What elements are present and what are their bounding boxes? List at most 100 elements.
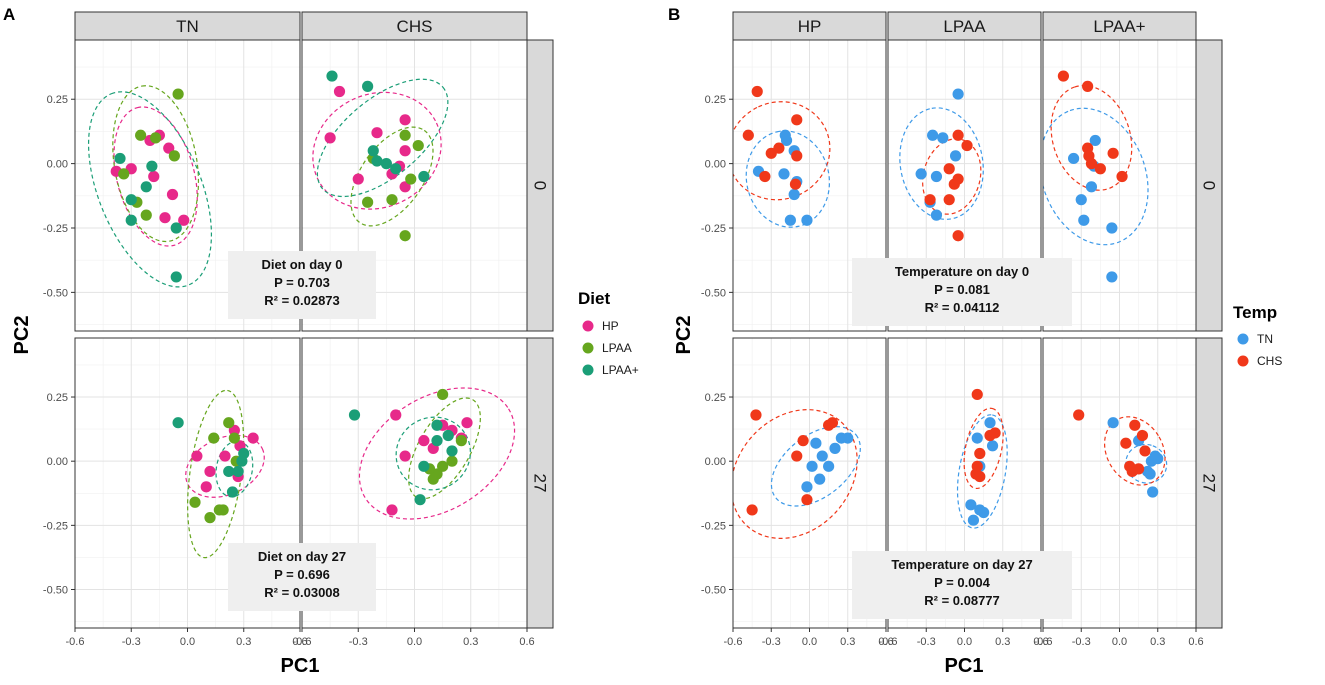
facet-content: [1073, 409, 1168, 498]
point-lpaa-plus: [223, 465, 235, 478]
panel-a-annotation-day-0: Diet on day 0 P = 0.703 R² = 0.02873: [228, 251, 376, 319]
ellipse-chs: [733, 409, 858, 539]
annotation-title: Diet on day 0: [262, 257, 343, 272]
point-hp: [148, 170, 160, 183]
annotation-r-squared: R² = 0.08777: [924, 593, 1000, 608]
y-tick-label: -0.50: [701, 287, 726, 299]
x-tick-label: 0.6: [292, 636, 307, 648]
x-tick-label: 0.0: [180, 636, 195, 648]
point-hp: [418, 435, 430, 447]
y-tick-label: -0.50: [701, 585, 726, 597]
point-tn: [784, 214, 796, 226]
facet-content: [87, 85, 213, 288]
point-lpaa-plus: [367, 145, 379, 157]
point-lpaa-plus: [226, 486, 239, 498]
annotation-p-value: P = 0.696: [274, 567, 330, 582]
ellipse-lpaa-plus: [87, 91, 213, 288]
point-tn: [801, 481, 813, 493]
point-lpaa: [228, 432, 240, 444]
panel-a-strip-label-chs: CHS: [397, 17, 433, 36]
y-tick-label: 0.25: [705, 392, 726, 404]
point-lpaa: [437, 460, 449, 472]
x-tick-label: -0.3: [122, 636, 141, 648]
point-lpaa: [140, 209, 152, 221]
panel-a-row-strip-0: [526, 39, 554, 332]
point-chs: [974, 447, 986, 460]
ellipse-chs: [1050, 84, 1133, 191]
point-chs: [759, 170, 771, 183]
point-chs: [1085, 158, 1098, 170]
legend-label-hp: HP: [602, 319, 619, 333]
y-tick-label: -0.25: [701, 223, 726, 235]
point-tn: [965, 499, 977, 511]
point-hp: [399, 114, 411, 126]
point-lpaa: [223, 417, 235, 429]
point-lpaa-plus: [431, 435, 443, 447]
y-tick-label: 0.25: [47, 392, 68, 404]
panel-b-strip-hp: [732, 11, 887, 41]
annotation-p-value: P = 0.703: [274, 275, 330, 290]
panel-b-row-strip-label-27: 27: [1200, 474, 1219, 493]
point-chs: [943, 163, 955, 175]
ellipse-hp: [312, 91, 442, 210]
y-tick-label: 0.25: [705, 94, 726, 106]
panel-b: HP LPAA LPAA+027-0.6 -0.3 0.0 0.3 0.6-0.6 -0.3 0…: [673, 11, 1282, 677]
panel-b-row-strip-label-0: 0: [1200, 181, 1219, 190]
point-chs: [1129, 419, 1141, 431]
x-tick-label: 0.3: [236, 636, 251, 648]
point-tn: [810, 437, 822, 449]
point-chs: [989, 427, 1001, 439]
legend-label-chs: CHS: [1257, 354, 1282, 368]
point-tn: [1152, 453, 1164, 465]
point-lpaa-plus: [380, 158, 392, 170]
point-lpaa-plus: [418, 170, 430, 183]
legend-key-chs: [1237, 355, 1249, 367]
ellipse-chs: [1103, 416, 1166, 486]
annotation-r-squared: R² = 0.02873: [264, 293, 340, 308]
annotation-title: Temperature on day 27: [891, 557, 1032, 572]
y-tick-label: 0.00: [47, 456, 68, 468]
x-tick-label: 0.0: [957, 636, 972, 648]
annotation-box: [852, 551, 1072, 619]
facet-border: [887, 39, 1042, 332]
point-lpaa-plus: [446, 445, 458, 457]
point-chs: [1120, 437, 1132, 449]
y-tick-label: -0.25: [43, 520, 68, 532]
point-tn: [1089, 134, 1101, 147]
annotation-title: Diet on day 27: [258, 549, 346, 564]
point-tn: [779, 129, 791, 141]
ellipse-lpaa: [350, 126, 434, 227]
point-hp: [159, 212, 171, 224]
point-lpaa-plus: [125, 214, 137, 226]
panel-a-strip-chs: [301, 11, 528, 41]
point-hp: [219, 450, 231, 462]
point-hp: [390, 409, 402, 421]
point-tn: [778, 168, 790, 180]
point-chs: [765, 147, 777, 159]
point-lpaa: [399, 129, 411, 141]
y-tick-label: 0.25: [47, 94, 68, 106]
panel-b-x-axis-title: PC1: [945, 655, 984, 677]
point-tn: [823, 460, 835, 472]
y-tick-label: -0.50: [43, 585, 68, 597]
point-tn: [971, 432, 983, 444]
panel-a-x-axis-title: PC1: [281, 655, 320, 677]
facet-border: [301, 39, 528, 332]
point-chs: [1116, 170, 1128, 183]
panel-b-row-strip-27: [1195, 337, 1223, 629]
panel-b-row-strip-0: [1195, 39, 1223, 332]
point-chs: [789, 178, 802, 190]
ellipse-tn: [1043, 107, 1149, 246]
point-chs: [1107, 147, 1119, 159]
point-tn: [814, 473, 826, 485]
point-lpaa: [446, 455, 458, 467]
x-tick-label: 0.6: [878, 636, 893, 648]
annotation-title: Temperature on day 0: [895, 264, 1029, 279]
point-lpaa-plus: [390, 163, 402, 175]
point-lpaa-plus: [431, 419, 443, 431]
point-chs: [1139, 445, 1151, 457]
point-lpaa-plus: [414, 494, 426, 506]
point-lpaa: [118, 168, 130, 180]
point-tn: [1106, 222, 1118, 234]
